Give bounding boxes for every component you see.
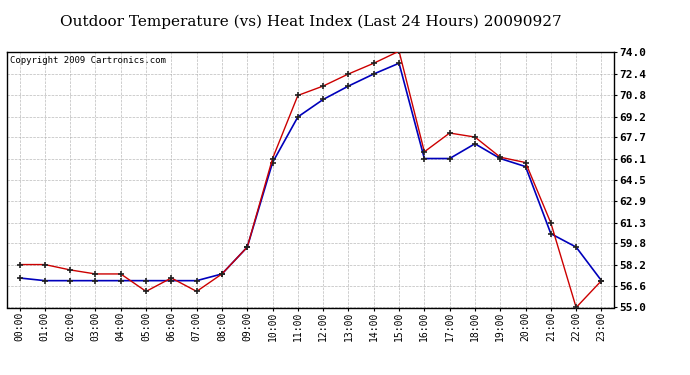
Text: Copyright 2009 Cartronics.com: Copyright 2009 Cartronics.com [10,56,166,65]
Text: Outdoor Temperature (vs) Heat Index (Last 24 Hours) 20090927: Outdoor Temperature (vs) Heat Index (Las… [60,15,561,29]
